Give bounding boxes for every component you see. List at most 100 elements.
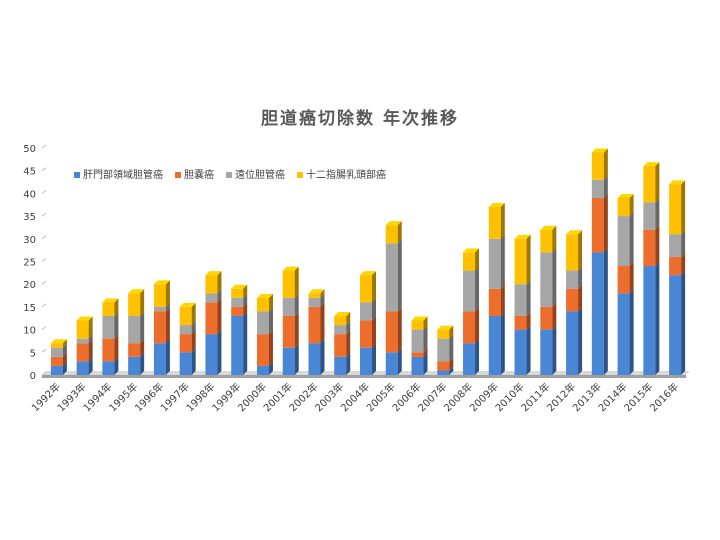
- bar-segment: [437, 357, 454, 371]
- y-tick-mark: [41, 371, 47, 376]
- bar-side: [114, 357, 119, 375]
- y-tick-label: 25: [23, 258, 36, 269]
- bar-side: [243, 284, 248, 298]
- bar-segment: [256, 293, 273, 312]
- bar-front: [669, 275, 682, 375]
- bar-segment: [643, 225, 660, 267]
- bar-segment: [514, 280, 531, 316]
- bar-side: [268, 361, 273, 375]
- bar-side: [397, 221, 402, 244]
- bar-segment: [50, 361, 67, 375]
- bar-side: [449, 357, 454, 371]
- bar-front: [102, 361, 115, 375]
- bar-front: [643, 166, 656, 203]
- bar-front: [411, 320, 424, 330]
- legend-item: 遠位胆管癌: [226, 168, 285, 181]
- bar-segment: [540, 302, 557, 330]
- bar-side: [449, 325, 454, 339]
- bar-front: [591, 152, 604, 180]
- bar-front: [282, 297, 295, 316]
- bar-segment: [308, 293, 325, 307]
- bar-front: [463, 311, 476, 344]
- y-tick-label: 35: [23, 212, 36, 223]
- bar-segment: [205, 271, 222, 294]
- bar-top: [153, 280, 170, 285]
- bar-front: [231, 315, 244, 375]
- bar-side: [294, 311, 299, 348]
- bar-segment: [566, 284, 583, 312]
- bar-segment: [591, 175, 608, 198]
- bar-front: [256, 365, 269, 375]
- bar-segment: [153, 339, 170, 375]
- bar-segment: [463, 248, 480, 271]
- bar-side: [243, 302, 248, 316]
- bar-side: [423, 316, 428, 330]
- legend-item: 肝門部領域胆管癌: [74, 168, 163, 181]
- bar-segment: [231, 302, 248, 316]
- bar-segment: [591, 248, 608, 375]
- bar-side: [140, 311, 145, 344]
- bar-side: [346, 321, 351, 335]
- bar-segment: [50, 352, 67, 366]
- bar-segment: [76, 334, 93, 344]
- bar-front: [205, 293, 218, 303]
- bar-top: [128, 289, 145, 294]
- bar-side: [191, 321, 196, 335]
- bar-front: [153, 306, 166, 312]
- bar-front: [540, 329, 553, 375]
- bar-front: [308, 343, 321, 375]
- bar-side: [320, 293, 325, 307]
- bar-segment: [153, 302, 170, 312]
- bar-segment: [128, 352, 145, 375]
- bar-front: [566, 234, 579, 271]
- bar-segment: [540, 325, 557, 375]
- y-tick-mark: [41, 235, 47, 240]
- bar-front: [231, 288, 244, 298]
- bar-front: [385, 352, 398, 375]
- bar-segment: [669, 271, 686, 375]
- bar-side: [268, 293, 273, 312]
- bar-side: [243, 293, 248, 307]
- bar-front: [256, 334, 269, 366]
- bar-front: [514, 315, 527, 330]
- bar-side: [603, 193, 608, 253]
- bar-segment: [153, 307, 170, 344]
- bar-top: [102, 298, 119, 303]
- bar-side: [320, 339, 325, 375]
- bar-side: [165, 339, 170, 375]
- bar-side: [475, 339, 480, 375]
- bar-front: [488, 288, 501, 316]
- bar-front: [334, 356, 347, 375]
- bar-top: [488, 203, 505, 208]
- bar-segment: [566, 307, 583, 375]
- bar-side: [243, 311, 248, 375]
- bar-segment: [76, 339, 93, 362]
- bar-top: [669, 180, 686, 185]
- y-tick-mark: [41, 280, 47, 285]
- bar-side: [294, 343, 299, 375]
- bar-side: [655, 198, 660, 230]
- bar-segment: [256, 307, 273, 335]
- bar-front: [591, 252, 604, 375]
- bar-segment: [334, 330, 351, 357]
- bar-front: [76, 343, 89, 362]
- bar-top: [514, 234, 531, 239]
- bar-segment: [50, 343, 67, 357]
- bar-top: [411, 316, 428, 321]
- bar-segment: [179, 302, 196, 326]
- legend-label: 十二指腸乳頭部癌: [306, 168, 386, 181]
- legend-swatch: [175, 172, 181, 178]
- bar-segment: [591, 193, 608, 253]
- bar-side: [681, 180, 686, 235]
- bar-side: [578, 284, 583, 312]
- bar-front: [385, 225, 398, 244]
- bar-side: [140, 352, 145, 375]
- y-tick-mark: [41, 144, 47, 149]
- bar-front: [50, 365, 63, 375]
- bar-top: [437, 325, 454, 330]
- bar-front: [179, 352, 192, 375]
- bar-front: [385, 311, 398, 353]
- bar-top: [643, 162, 660, 167]
- bar-side: [191, 330, 196, 353]
- bar-front: [514, 284, 527, 316]
